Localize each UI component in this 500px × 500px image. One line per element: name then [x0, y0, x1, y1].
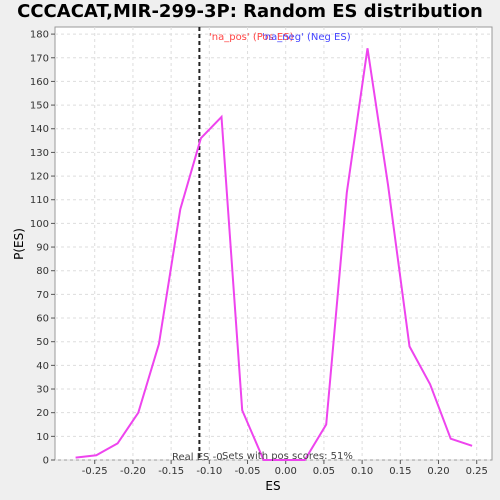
x-axis: -0.25 -0.20 -0.15 -0.10 -0.05 0.00 0.05 0.10 0.1… — [82, 460, 488, 477]
x-tick-label: 0.05 — [313, 466, 335, 477]
y-tick-label: 140 — [30, 124, 49, 135]
y-tick-label: 90 — [36, 243, 49, 254]
real-es-label: Real ES -0. — [172, 452, 226, 463]
y-axis: 0 10 20 30 40 50 60 70 80 90 100 110 120 130 140 150 160… — [30, 30, 55, 467]
x-tick-label: 0.20 — [427, 466, 449, 477]
y-axis-title: P(ES) — [12, 228, 26, 260]
y-tick-label: 60 — [36, 314, 49, 325]
y-tick-label: 110 — [30, 195, 49, 206]
y-tick-label: 170 — [30, 53, 49, 64]
es-distribution-line — [75, 48, 473, 461]
chart-title: CCCACAT,MIR-299-3P: Random ES distributi… — [17, 1, 483, 22]
y-tick-label: 120 — [30, 172, 49, 183]
x-tick-label: -0.10 — [196, 466, 222, 477]
x-tick-label: -0.15 — [158, 466, 184, 477]
y-tick-label: 0 — [43, 456, 49, 467]
y-tick-label: 80 — [36, 266, 49, 277]
y-tick-label: 160 — [30, 77, 49, 88]
y-tick-label: 20 — [36, 408, 49, 419]
x-tick-label: -0.20 — [120, 466, 146, 477]
legend-entry-neg: 'na_neg' (Neg ES) — [262, 32, 351, 43]
x-tick-label: 0.15 — [389, 466, 411, 477]
y-tick-label: 150 — [30, 101, 49, 112]
legend-entry-pos: 'na_pos' (Pos ES) — [209, 32, 294, 43]
x-tick-label: -0.25 — [82, 466, 108, 477]
y-tick-label: 10 — [36, 432, 49, 443]
x-tick-label: 0.10 — [351, 466, 373, 477]
y-tick-label: 40 — [36, 361, 49, 372]
y-tick-label: 70 — [36, 290, 49, 301]
x-tick-label: 0.00 — [275, 466, 297, 477]
plot-area — [54, 26, 493, 461]
pos-scores-label: Sets with pos scores: 51% — [222, 451, 353, 462]
y-tick-label: 100 — [30, 219, 49, 230]
y-tick-label: 30 — [36, 385, 49, 396]
y-tick-label: 180 — [30, 30, 49, 41]
y-tick-label: 130 — [30, 148, 49, 159]
grid-lines — [55, 27, 492, 461]
x-tick-label: 0.25 — [466, 466, 488, 477]
x-axis-title: ES — [265, 479, 280, 493]
y-tick-label: 50 — [36, 337, 49, 348]
x-tick-label: -0.05 — [235, 466, 261, 477]
